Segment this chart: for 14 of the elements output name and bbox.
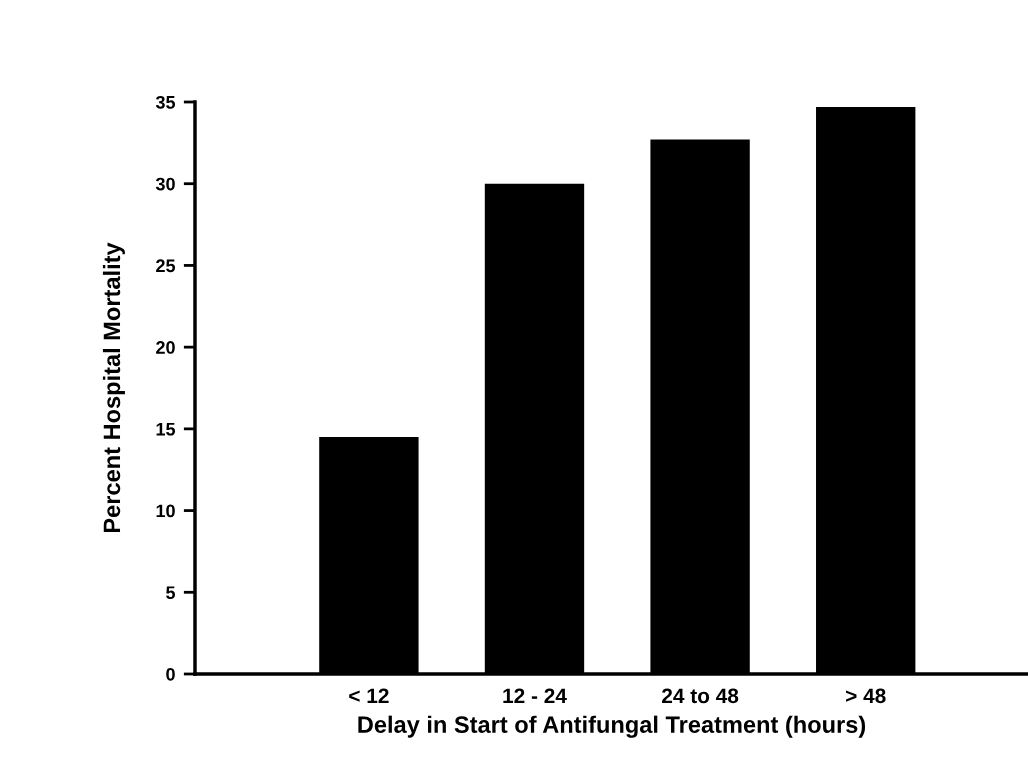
x-axis-title: Delay in Start of Antifungal Treatment (hours) (358, 715, 866, 738)
x-tick-label: 24 to 48 (662, 688, 739, 704)
x-tick-label: 12 - 24 (503, 688, 567, 703)
y-tick-label: 35 (155, 95, 176, 109)
y-tick-label: 10 (156, 504, 175, 518)
y-tick-label: 5 (166, 586, 176, 600)
y-tick-label: 25 (156, 259, 176, 273)
x-tick-label: < 12 (349, 688, 389, 703)
y-tick-label: 30 (155, 177, 175, 191)
y-tick-label: 0 (166, 667, 175, 681)
y-tick-label: 15 (156, 422, 176, 436)
x-tick-label: > 48 (846, 688, 886, 704)
y-axis-title: Percent Hospital Mortality (102, 242, 125, 533)
y-tick-label: 20 (156, 341, 175, 354)
